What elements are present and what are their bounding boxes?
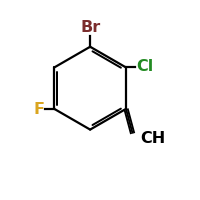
Text: Br: Br [81, 20, 101, 35]
Text: Cl: Cl [136, 59, 154, 74]
Text: F: F [33, 102, 44, 117]
Text: CH: CH [140, 131, 165, 146]
